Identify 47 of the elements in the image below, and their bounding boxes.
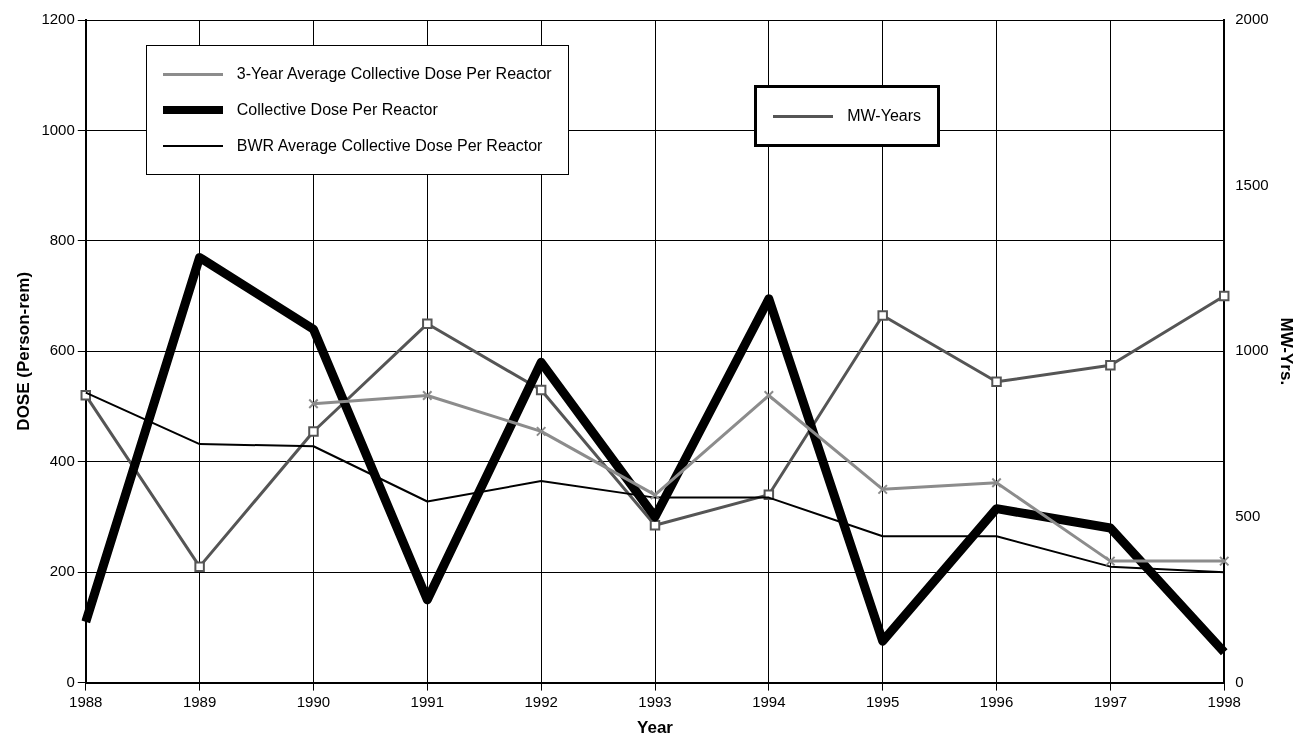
point [763, 390, 775, 401]
x-tick-label: 1994 [752, 692, 786, 710]
y-tick-label: 1000 [41, 120, 75, 138]
y-axis-title: DOSE (Person-rem) [13, 271, 33, 431]
x-tick-label: 1988 [69, 692, 103, 710]
point [422, 318, 433, 330]
x-tick-label: 1991 [410, 692, 444, 710]
point [308, 426, 319, 437]
x-tick-label: 1996 [979, 692, 1014, 710]
y-tick-label: 1200 [41, 10, 75, 28]
y2-tick-label: 1500 [1235, 175, 1269, 193]
y-tick-label: 200 [49, 562, 75, 580]
legend-label: MW-Years [847, 107, 922, 125]
point [194, 561, 205, 572]
x-tick-label: 1990 [296, 692, 331, 710]
x-tick-label: 1992 [524, 692, 558, 710]
x-tick-label: 1995 [866, 692, 900, 710]
y2-tick-label: 0 [1235, 672, 1244, 690]
point [1105, 555, 1116, 567]
y2-axis-title: MW-Yrs. [1277, 317, 1297, 386]
y-tick-label: 400 [49, 451, 75, 469]
point [1218, 290, 1230, 302]
y2-tick-label: 500 [1235, 507, 1261, 525]
point [1218, 555, 1230, 567]
y2-tick-label: 1000 [1235, 341, 1269, 359]
legend-label: Collective Dose Per Reactor [236, 101, 438, 119]
y-tick-label: 800 [49, 231, 75, 249]
point [877, 484, 888, 495]
point [422, 390, 433, 401]
legend-label: 3-Year Average Collective Dose Per Reactor [236, 65, 552, 83]
point [877, 310, 888, 321]
point [308, 398, 319, 409]
y2-tick-label: 2000 [1235, 10, 1269, 28]
y-tick-label: 600 [49, 341, 75, 359]
x-axis-title: Year [637, 718, 674, 738]
y-tick-label: 0 [66, 672, 75, 690]
x-tick-label: 1993 [638, 692, 672, 710]
point [1105, 359, 1116, 371]
legend-label: BWR Average Collective Dose Per Reactor [236, 137, 543, 155]
point [991, 376, 1002, 388]
x-tick-label: 1997 [1093, 692, 1128, 710]
point [649, 489, 661, 501]
point [535, 384, 547, 396]
x-tick-label: 1998 [1207, 692, 1241, 710]
x-tick-label: 1989 [182, 692, 217, 710]
point [991, 477, 1002, 488]
point [535, 426, 547, 437]
